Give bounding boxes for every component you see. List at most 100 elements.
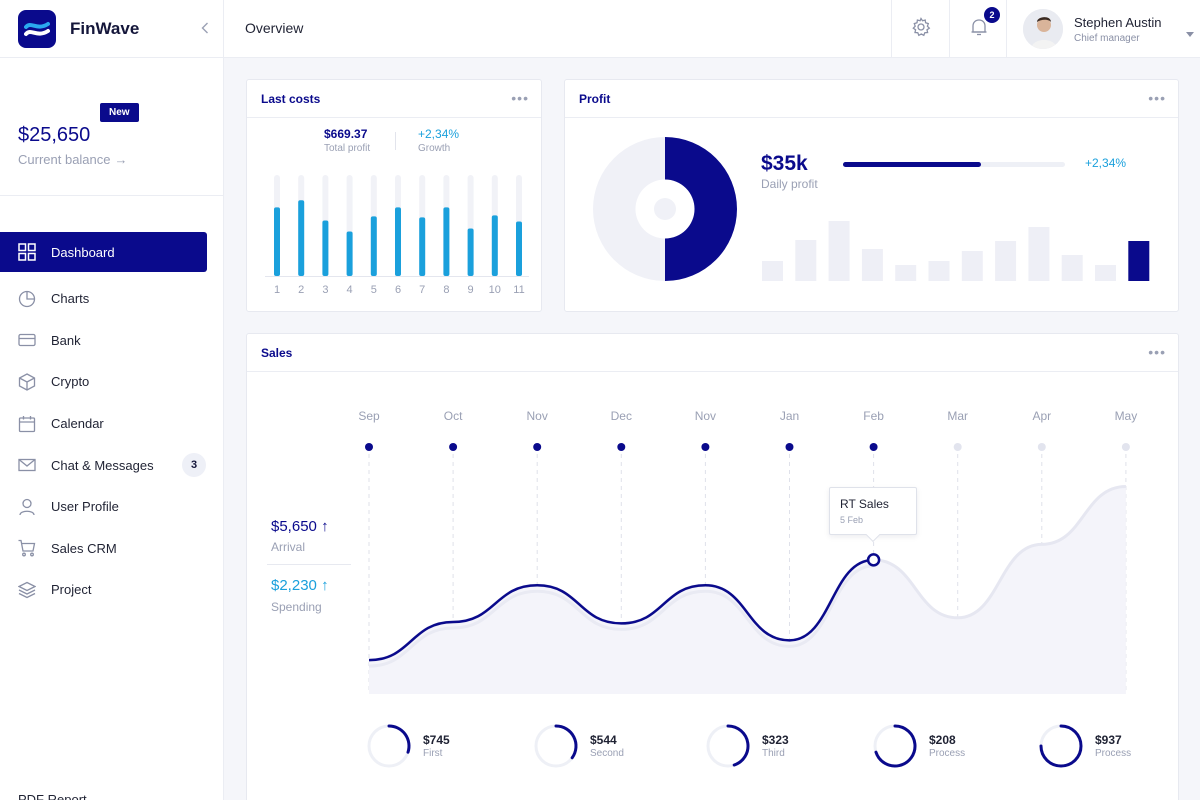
- pie-icon: [18, 290, 36, 308]
- user-role: Chief manager: [1074, 33, 1140, 44]
- bar: [928, 261, 950, 281]
- logo-mark-icon: [18, 9, 56, 48]
- sales-card: Sales ••• Sep Oct Nov Dec Nov Jan Feb Mar Apr May…: [246, 333, 1179, 800]
- sidebar-item-chat[interactable]: Chat & Messages 3: [0, 444, 223, 486]
- kpi-label: Process: [1095, 748, 1132, 759]
- sidebar-item-charts[interactable]: Charts: [0, 278, 223, 320]
- card-title: Sales: [261, 346, 293, 360]
- kpi-label: Second: [590, 748, 624, 759]
- x-tick-label: Sep: [358, 409, 380, 423]
- kpi-ring: [534, 724, 578, 768]
- kpi-label: Process: [929, 748, 966, 759]
- sidebar-item-user-profile[interactable]: User Profile: [0, 486, 223, 528]
- x-tick-label: 9: [468, 284, 474, 296]
- sidebar-item-sales-crm[interactable]: Sales CRM: [0, 528, 223, 570]
- highlight-point: [866, 553, 881, 567]
- profit-progress-fill: [843, 162, 981, 167]
- month-dot: [785, 443, 794, 451]
- balance-panel: New $25,650 Current balance →: [0, 58, 223, 196]
- profit-progress-bar: [843, 162, 1065, 167]
- sidebar-item-label: Crypto: [51, 374, 90, 390]
- kpi-first[interactable]: $745 First: [367, 722, 517, 770]
- divider: [395, 132, 396, 150]
- mail-icon: [18, 456, 36, 474]
- arrow-right-icon: →: [114, 152, 128, 167]
- series-line: [368, 558, 874, 662]
- x-tick-label: Dec: [611, 409, 632, 423]
- divider: [267, 564, 351, 565]
- caret-down-icon: [1186, 25, 1194, 43]
- more-icon[interactable]: •••: [1148, 90, 1166, 106]
- user-menu[interactable]: Stephen Austin Chief manager: [1006, 0, 1200, 58]
- bar: [346, 231, 353, 276]
- bar: [395, 207, 401, 276]
- bar: [467, 228, 474, 276]
- kpi-label: First: [423, 748, 443, 759]
- kpi-value: $937: [1095, 733, 1122, 747]
- page-title: Overview: [245, 20, 304, 36]
- profit-growth: +2,34%: [1085, 156, 1127, 170]
- bell-icon: [969, 17, 989, 42]
- kpi-ring: [1039, 724, 1083, 768]
- x-tick-label: Nov: [527, 409, 548, 423]
- sidebar-item-label: Sales CRM: [51, 540, 117, 556]
- new-badge: New: [100, 103, 139, 122]
- kpi-ring: [367, 724, 411, 768]
- bar: [1061, 255, 1083, 281]
- bar: [370, 216, 377, 276]
- x-tick-label: 8: [443, 284, 449, 296]
- month-dot: [533, 443, 542, 451]
- more-icon[interactable]: •••: [1148, 344, 1166, 360]
- sidebar-item-dashboard[interactable]: Dashboard: [0, 232, 207, 272]
- tooltip-title: RT Sales: [840, 497, 889, 511]
- x-tick-label: Apr: [1032, 409, 1051, 423]
- sidebar-nav: Dashboard Charts Bank Crypto Calendar Ch…: [0, 232, 223, 611]
- more-icon[interactable]: •••: [511, 90, 529, 106]
- kpi-process-2[interactable]: $937 Process: [1039, 722, 1189, 770]
- total-profit-label: Total profit: [324, 143, 371, 154]
- gear-icon: [911, 16, 931, 42]
- logo[interactable]: FinWave: [0, 0, 223, 58]
- arrow-up-icon: ↑: [321, 518, 329, 535]
- profit-charts: [593, 137, 1150, 281]
- kpi-value: $745: [423, 733, 450, 747]
- last-costs-card: Last costs ••• $669.37 Total profit +2,3…: [246, 79, 542, 312]
- series-line-shadow: [368, 564, 874, 668]
- sidebar-item-calendar[interactable]: Calendar: [0, 403, 223, 445]
- ring-progress: [387, 724, 411, 754]
- arrival-label: Arrival: [271, 540, 306, 554]
- kpi-process[interactable]: $208 Process: [873, 722, 1023, 770]
- growth-value: +2,34%: [418, 127, 460, 141]
- card-header: Sales •••: [247, 334, 1178, 372]
- collapse-sidebar-icon[interactable]: [197, 20, 213, 36]
- profit-label: Daily profit: [761, 177, 818, 191]
- bar: [443, 207, 450, 276]
- ring-progress: [726, 724, 750, 767]
- sidebar-item-label: Calendar: [51, 416, 104, 432]
- kpi-second[interactable]: $544 Second: [534, 722, 684, 770]
- bar: [795, 240, 817, 281]
- x-tick-label: 2: [298, 284, 304, 296]
- pdf-report-link[interactable]: PDF Report: [18, 792, 87, 800]
- notifications-button[interactable]: 2: [949, 0, 1007, 58]
- chart-tooltip: RT Sales 5 Feb: [829, 487, 917, 543]
- ring-progress: [1039, 724, 1083, 768]
- arrival-value: $5,650 ↑: [271, 518, 329, 535]
- kpi-value: $208: [929, 733, 956, 747]
- settings-button[interactable]: [891, 0, 949, 58]
- balance-link[interactable]: Current balance →: [18, 152, 128, 167]
- kpi-third[interactable]: $323 Third: [706, 722, 856, 770]
- bar: [828, 221, 850, 281]
- month-dot: [617, 443, 626, 451]
- x-tick-label: 3: [322, 284, 328, 296]
- last-costs-bar-chart: 1 2 3 4 5 6 7 8 9 10 11: [265, 175, 529, 296]
- sidebar-item-bank[interactable]: Bank: [0, 320, 223, 362]
- month-dot: [1121, 443, 1130, 451]
- sidebar-item-project[interactable]: Project: [0, 569, 223, 611]
- pie-slice: [665, 137, 737, 281]
- kpi-value: $544: [590, 733, 617, 747]
- balance-amount: $25,650: [18, 124, 91, 146]
- sidebar-item-crypto[interactable]: Crypto: [0, 361, 223, 403]
- x-tick-label: 5: [371, 284, 377, 296]
- user-name: Stephen Austin: [1074, 15, 1162, 30]
